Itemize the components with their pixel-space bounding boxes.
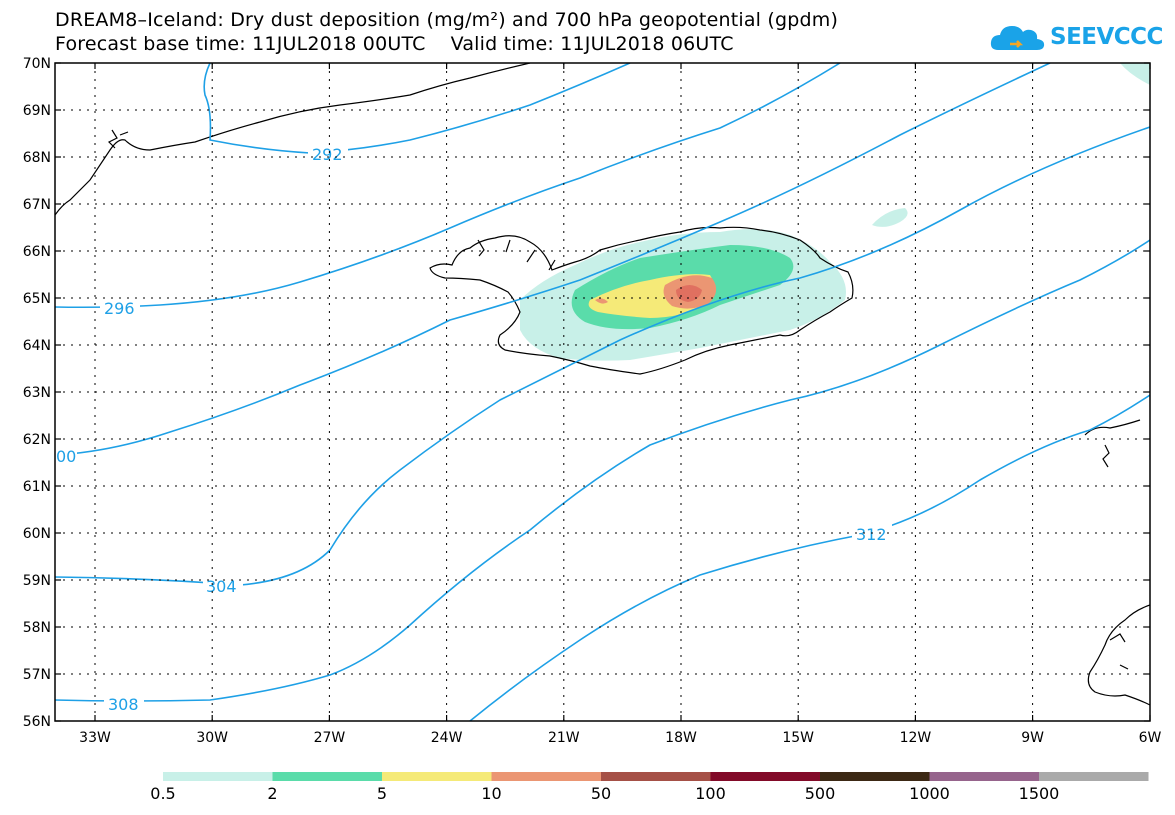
lon-label: 15W xyxy=(782,730,814,746)
colorbar-label: 2 xyxy=(267,784,277,803)
lon-label: 21W xyxy=(548,730,580,746)
colorbar-swatch xyxy=(491,772,601,781)
contour-labels: 292 296 00 304 308 312 xyxy=(55,144,892,714)
colorbar-label: 10 xyxy=(481,784,501,803)
lat-label: 58N xyxy=(23,620,51,636)
geopotential-contours xyxy=(55,63,1150,721)
axis-ticks xyxy=(55,62,1151,722)
lat-label: 64N xyxy=(23,338,51,354)
colorbar-swatch xyxy=(382,772,492,781)
colorbar-swatch xyxy=(163,772,273,781)
coastlines xyxy=(55,63,1150,706)
lat-label: 63N xyxy=(23,385,51,401)
map-title-line1: DREAM8–Iceland: Dry dust deposition (mg/… xyxy=(55,9,839,31)
map-plot-area: 292 296 00 304 308 312 xyxy=(55,63,1150,721)
colorbar-label: 5 xyxy=(377,784,387,803)
lat-label: 68N xyxy=(23,150,51,166)
map-frame xyxy=(54,62,1151,722)
colorbar-label: 50 xyxy=(591,784,611,803)
colorbar-swatch xyxy=(710,772,820,781)
contour-label-300: 00 xyxy=(56,447,76,466)
colorbar-swatch xyxy=(601,772,711,781)
colorbar-labels: 0.5 2 5 10 50 100 500 1000 1500 xyxy=(150,784,1059,803)
map-title-line2: Forecast base time: 11JUL2018 00UTC Vali… xyxy=(55,33,734,55)
lat-label: 70N xyxy=(23,56,51,72)
lon-label: 6W xyxy=(1139,730,1162,746)
lat-label: 60N xyxy=(23,526,51,542)
lon-label: 27W xyxy=(314,730,346,746)
contour-label-308: 308 xyxy=(108,695,139,714)
colorbar-swatch xyxy=(272,772,382,781)
colorbar-label: 1000 xyxy=(909,784,950,803)
lat-label: 66N xyxy=(23,244,51,260)
lon-label: 24W xyxy=(431,730,463,746)
contour-label-312: 312 xyxy=(856,525,887,544)
seevccc-logo: SEEVCCC xyxy=(990,18,1163,58)
lat-label: 57N xyxy=(23,667,51,683)
contour-label-304: 304 xyxy=(206,577,237,596)
colorbar xyxy=(163,772,1149,781)
colorbar-label: 1500 xyxy=(1019,784,1060,803)
contour-label-296: 296 xyxy=(104,299,135,318)
colorbar-label: 100 xyxy=(695,784,726,803)
graticule xyxy=(55,63,1150,721)
lat-label: 59N xyxy=(23,573,51,589)
cloud-icon xyxy=(990,26,1045,50)
lat-label: 62N xyxy=(23,432,51,448)
dust-deposition-field xyxy=(520,63,1150,361)
lon-label: 18W xyxy=(665,730,697,746)
longitude-labels: 33W 30W 27W 24W 21W 18W 15W 12W 9W 6W xyxy=(79,730,1161,746)
colorbar-swatch xyxy=(929,772,1039,781)
lat-label: 61N xyxy=(23,479,51,495)
logo-text: SEEVCCC xyxy=(1050,24,1163,50)
lat-label: 69N xyxy=(23,103,51,119)
lon-label: 9W xyxy=(1021,730,1044,746)
lat-label: 65N xyxy=(23,291,51,307)
contour-label-292: 292 xyxy=(312,145,343,164)
colorbar-swatch xyxy=(1039,772,1149,781)
lon-label: 33W xyxy=(79,730,111,746)
colorbar-label: 500 xyxy=(805,784,836,803)
colorbar-swatch xyxy=(820,772,930,781)
lat-label: 56N xyxy=(23,714,51,730)
lon-label: 30W xyxy=(196,730,228,746)
latitude-labels: 70N 69N 68N 67N 66N 65N 64N 63N 62N 61N 60N 59N 58N 5… xyxy=(23,56,51,730)
lat-label: 67N xyxy=(23,197,51,213)
colorbar-label: 0.5 xyxy=(150,784,175,803)
lon-label: 12W xyxy=(900,730,932,746)
